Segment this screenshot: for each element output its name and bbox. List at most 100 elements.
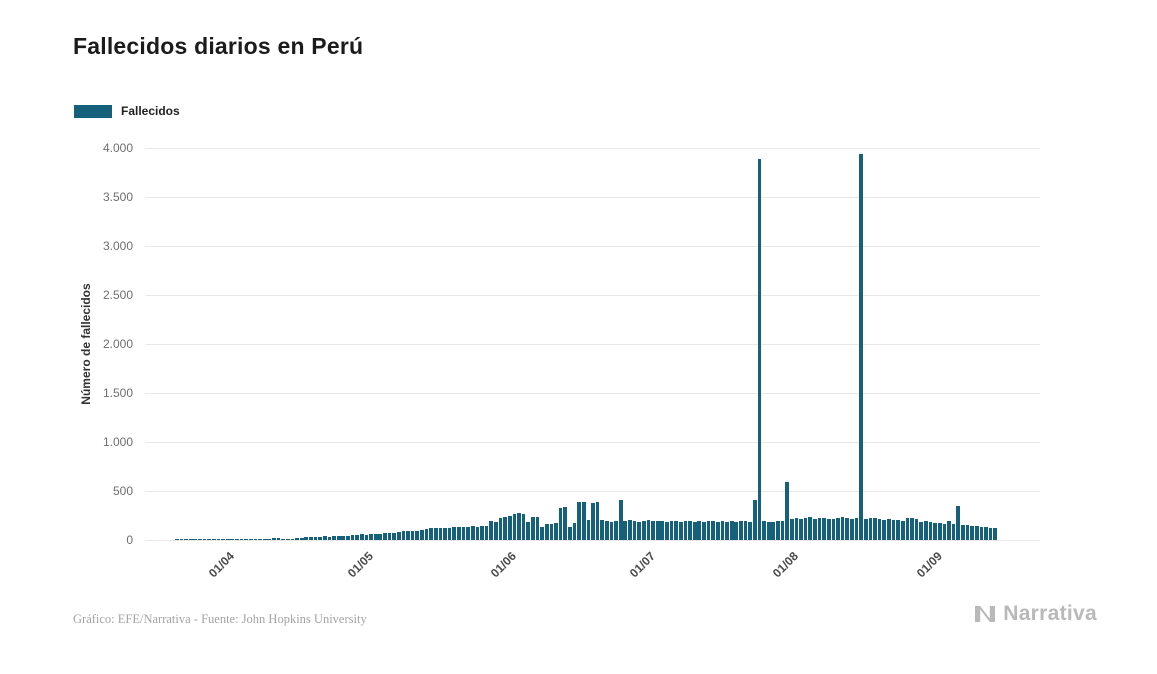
bar [359, 533, 364, 540]
bar [734, 521, 739, 540]
bar [683, 520, 688, 540]
gridline [145, 294, 1040, 296]
bar [461, 527, 466, 540]
bar [604, 520, 609, 540]
bar [512, 513, 517, 540]
bar [965, 525, 970, 540]
bar [332, 536, 336, 540]
bar [517, 513, 521, 540]
bar [665, 521, 669, 540]
bar [410, 531, 415, 540]
bar [457, 527, 461, 540]
bar [521, 513, 526, 540]
y-tick-label: 4.000 [102, 141, 133, 155]
bar [924, 521, 928, 540]
bar [785, 482, 789, 540]
bar [618, 499, 623, 540]
bar [355, 534, 359, 540]
bar [850, 518, 854, 540]
bar [544, 524, 549, 540]
bar [678, 521, 683, 540]
bar [540, 527, 544, 540]
bar [933, 522, 937, 540]
bar [211, 539, 216, 540]
bar [692, 521, 697, 540]
bar [702, 521, 706, 540]
bar [706, 520, 711, 540]
bar [776, 521, 780, 540]
bar [974, 526, 979, 540]
bar [896, 520, 900, 540]
bar [346, 536, 350, 540]
bar [789, 519, 794, 540]
gridline [145, 490, 1040, 492]
bar [554, 523, 558, 540]
bar [586, 520, 591, 540]
bar [184, 539, 188, 540]
bar [826, 518, 831, 540]
y-tick-label: 3.500 [102, 190, 133, 204]
bar [484, 525, 489, 540]
x-tick-label: 01/08 [770, 549, 802, 581]
bar [299, 538, 304, 540]
bar [327, 536, 332, 540]
bar [979, 526, 984, 540]
bar [928, 522, 933, 540]
bar [863, 518, 868, 540]
bar [817, 518, 822, 540]
bar [637, 521, 642, 540]
bar [951, 524, 956, 540]
bar [868, 518, 873, 540]
bar [503, 517, 507, 540]
bar [193, 539, 198, 540]
legend-label: Fallecidos [121, 104, 180, 118]
bar [794, 518, 799, 540]
bar [910, 517, 914, 540]
y-tick-label: 2.500 [102, 288, 133, 302]
bar [720, 521, 725, 540]
bar [845, 518, 850, 540]
bar [318, 536, 323, 540]
bar [447, 527, 452, 540]
bar [531, 517, 535, 540]
bar [591, 502, 595, 540]
bar [568, 527, 572, 540]
bar [715, 521, 720, 540]
bar [808, 517, 813, 540]
bar [577, 502, 581, 540]
bar [988, 527, 993, 540]
bar [276, 537, 281, 540]
bar [466, 526, 470, 540]
bar [752, 499, 757, 540]
bar [711, 521, 716, 540]
bar [498, 517, 503, 540]
bar [285, 538, 290, 540]
bar [762, 521, 766, 540]
bar [748, 521, 752, 540]
bar [937, 523, 942, 540]
bar [641, 520, 646, 540]
gridline [145, 343, 1040, 345]
bar [387, 532, 392, 540]
bar [290, 538, 295, 540]
bar [697, 521, 702, 540]
gridline [145, 245, 1040, 247]
bar [632, 521, 637, 540]
bar [235, 538, 239, 540]
bar [350, 535, 355, 540]
bar [669, 521, 674, 540]
bar [961, 524, 965, 540]
bar [859, 154, 863, 540]
bar [854, 517, 859, 540]
bar [623, 520, 628, 540]
y-tick-label: 3.000 [102, 239, 133, 253]
bar [322, 536, 327, 540]
bar [600, 520, 605, 540]
bar [258, 538, 262, 540]
y-axis-tick-labels: 0 500 1.000 1.500 2.000 2.500 3.000 3.500 4.000 [58, 141, 133, 547]
bar [424, 529, 429, 540]
bar [309, 537, 313, 540]
bar [609, 521, 614, 540]
bar [364, 534, 369, 540]
